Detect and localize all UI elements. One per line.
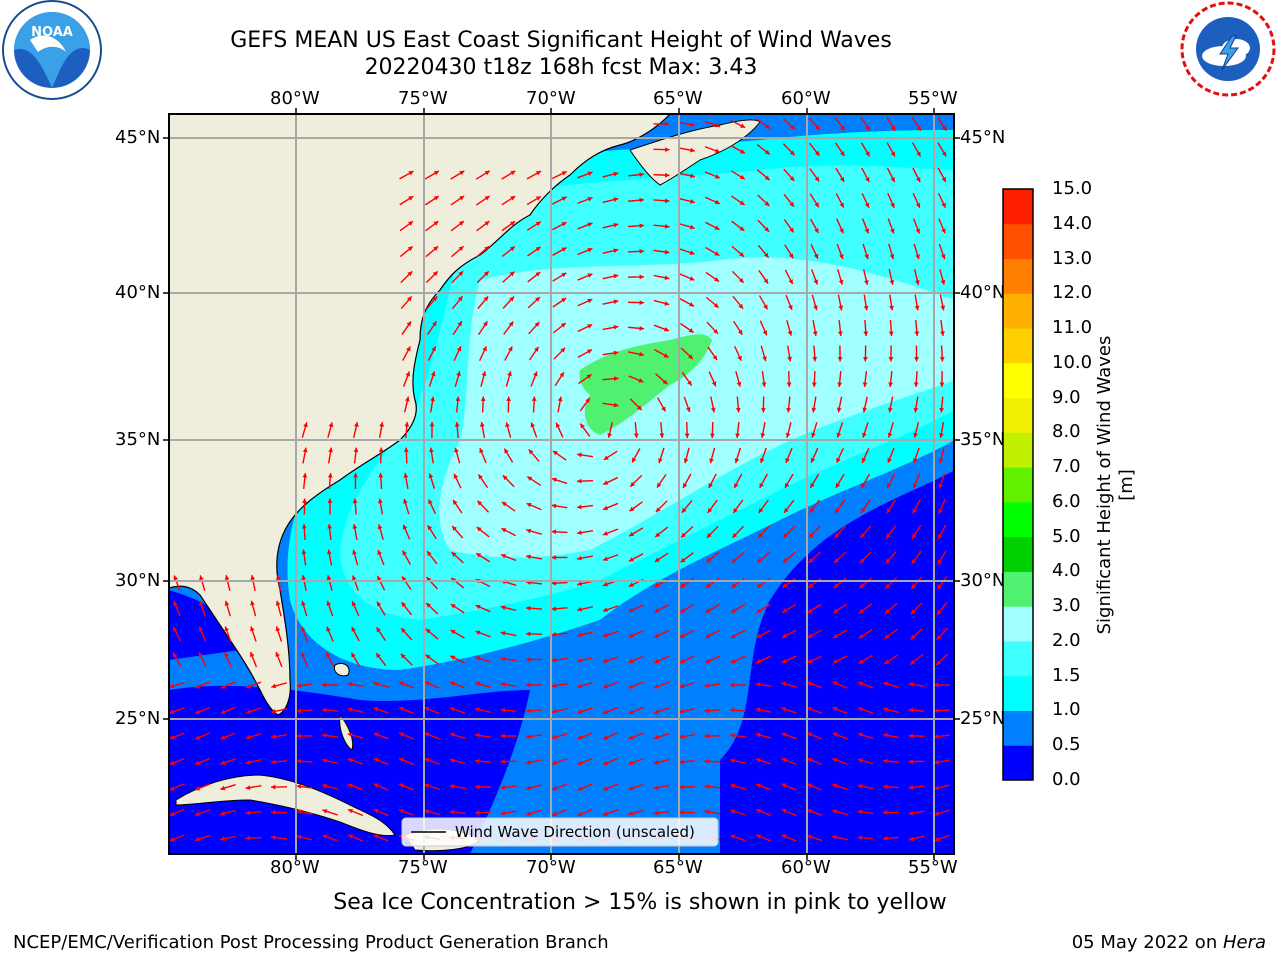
colorbar-block (1003, 189, 1033, 225)
lat-label-left: 30°N (115, 570, 161, 591)
colorbar-tick-label: 12.0 (1052, 282, 1093, 304)
lon-label-bottom: 60°W (781, 857, 831, 878)
lon-label-top: 55°W (908, 88, 958, 109)
lon-label-bottom: 75°W (398, 857, 448, 878)
colorbar-block (1003, 397, 1033, 433)
colorbar-block (1003, 675, 1033, 711)
colorbar-block (1003, 710, 1033, 746)
colorbar-ticks: 15.0 14.0 13.0 12.0 11.0 10.0 9.0 8.0 7.0 6.0 5.0 4… (1050, 178, 1110, 790)
low-wave-region-gulf (169, 590, 240, 660)
lat-label-right: 30°N (960, 570, 1006, 591)
bahamas-island (333, 662, 350, 677)
colorbar-tick-label: 2.0 (1052, 629, 1081, 651)
colorbar-tick-label: 7.0 (1052, 456, 1081, 478)
colorbar-blocks (1003, 189, 1033, 781)
lon-label-bottom: 70°W (526, 857, 576, 878)
colorbar-label: Significant Height of Wind Waves [m] (1094, 335, 1137, 635)
tick-marks (163, 108, 960, 860)
colorbar-block (1003, 501, 1033, 538)
bahamas-island-2 (339, 713, 354, 751)
colorbar-block (1003, 432, 1033, 468)
colorbar-block (1003, 571, 1033, 607)
lon-label-top: 70°W (526, 88, 576, 109)
colorbar-tick-label: 3.0 (1052, 595, 1081, 617)
colorbar-block (1003, 223, 1033, 260)
colorbar-block (1003, 467, 1033, 503)
lon-label-top: 75°W (398, 88, 448, 109)
colorbar-block (1003, 293, 1033, 329)
lon-label-top: 80°W (270, 88, 320, 109)
colorbar-block (1003, 536, 1033, 572)
footer-left: NCEP/EMC/Verification Post Processing Pr… (13, 932, 609, 953)
lat-label-right: 35°N (960, 429, 1006, 450)
noaa-logo: NOAA (2, 0, 102, 100)
colorbar-tick-label: 1.5 (1052, 664, 1081, 686)
sea-ice-note: Sea Ice Concentration > 15% is shown in … (333, 890, 947, 915)
colorbar-tick-label: 0.0 (1052, 769, 1081, 790)
lat-label-left: 35°N (115, 429, 161, 450)
lon-label-bottom: 55°W (908, 857, 958, 878)
arrow-legend: Wind Wave Direction (unscaled) (401, 817, 719, 847)
colorbar-block (1003, 328, 1033, 364)
colorbar-tick-label: 10.0 (1052, 351, 1093, 373)
colorbar-tick-label: 8.0 (1052, 421, 1081, 443)
wave-region-2-0 (439, 257, 954, 558)
lon-label-bottom: 65°W (653, 857, 703, 878)
map-frame (168, 113, 955, 855)
map-area (169, 114, 954, 854)
nws-logo (1180, 1, 1276, 97)
colorbar-tick-label: 1.0 (1052, 699, 1081, 721)
colorbar-block (1003, 606, 1033, 642)
lon-label-top: 65°W (653, 88, 703, 109)
lat-label-right: 25°N (960, 708, 1006, 729)
colorbar-tick-label: 14.0 (1052, 212, 1093, 234)
lon-label-bottom: 80°W (270, 857, 320, 878)
colorbar-block (1003, 745, 1033, 781)
lat-label-right: 45°N (960, 127, 1006, 148)
colorbar-tick-label: 9.0 (1052, 386, 1081, 408)
footer-machine: Hera (1222, 932, 1266, 953)
colorbar-block (1003, 640, 1033, 677)
gridlines (169, 114, 954, 854)
colorbar-tick-label: 11.0 (1052, 317, 1093, 339)
cuba-land (175, 774, 396, 837)
lat-label-left: 25°N (115, 708, 161, 729)
footer-right: 05 May 2022 on Hera (1072, 932, 1266, 953)
lat-label-right: 40°N (960, 282, 1006, 303)
colorbar-block (1003, 258, 1033, 294)
lat-label-left: 40°N (115, 282, 161, 303)
colorbar-tick-label: 6.0 (1052, 490, 1081, 512)
title-line-2: 20220430 t18z 168h fcst Max: 3.43 (364, 55, 758, 80)
colorbar-tick-label: 0.5 (1052, 734, 1081, 756)
colorbar (1002, 188, 1034, 781)
footer-date: 05 May 2022 on (1071, 932, 1223, 953)
colorbar-tick-label: 15.0 (1052, 178, 1093, 199)
title-line-1: GEFS MEAN US East Coast Significant Heig… (230, 28, 892, 53)
lon-label-top: 60°W (781, 88, 831, 109)
colorbar-tick-label: 4.0 (1052, 560, 1081, 582)
noaa-logo-text: NOAA (31, 25, 73, 40)
colorbar-tick-label: 13.0 (1052, 247, 1093, 269)
north-america-land (169, 114, 671, 716)
legend-text: Wind Wave Direction (unscaled) (455, 823, 695, 841)
colorbar-block (1003, 362, 1033, 399)
lat-label-left: 45°N (115, 127, 161, 148)
colorbar-tick-label: 5.0 (1052, 525, 1081, 547)
